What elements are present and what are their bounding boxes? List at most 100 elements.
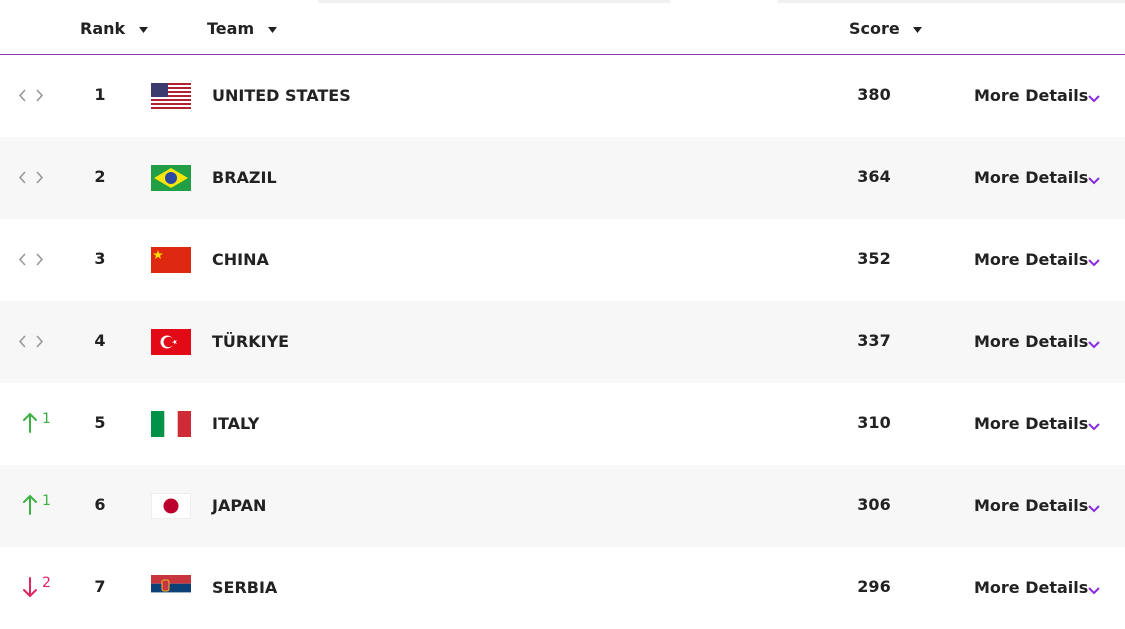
team-name: UNITED STATES: [212, 86, 351, 105]
team-name: SERBIA: [212, 578, 278, 597]
flag-image: [151, 83, 191, 109]
more-details[interactable]: More Details: [974, 85, 1100, 107]
expand-icon: [1087, 416, 1101, 438]
details-label: More Details: [974, 168, 1089, 187]
more-details[interactable]: More Details: [974, 495, 1100, 517]
no-change-icon: [18, 170, 44, 190]
score-header[interactable]: Score: [849, 18, 923, 40]
trend-arrow: [22, 411, 38, 439]
flag-image: [151, 329, 191, 355]
expand-icon: [1087, 170, 1101, 192]
details-label: More Details: [974, 332, 1089, 351]
flag: [151, 411, 191, 441]
table-row: 2 BRAZIL 364 More Details: [0, 137, 1125, 219]
score: 310: [857, 413, 891, 432]
team-name: ITALY: [212, 414, 260, 433]
more-details[interactable]: More Details: [974, 577, 1100, 599]
trend-change: 1: [42, 493, 51, 509]
no-change-icon: [18, 88, 44, 108]
expand-icon: [1087, 498, 1101, 520]
chevron-down: [1088, 587, 1100, 595]
team-name: JAPAN: [212, 496, 267, 515]
trend-arrow: [22, 493, 38, 521]
flag-image: [151, 575, 191, 601]
chevrons: [18, 335, 44, 348]
header-label: Rank: [80, 19, 126, 38]
rank: 7: [94, 577, 106, 596]
no-change-icon: [18, 334, 44, 354]
team-name: BRAZIL: [212, 168, 277, 187]
trend-change: 1: [42, 411, 51, 427]
arrow-icon: [23, 494, 37, 515]
table-header: Rank Team Score: [0, 0, 1125, 55]
rank: 2: [94, 167, 106, 186]
flag: [151, 247, 191, 277]
rank: 5: [94, 413, 106, 432]
flag: [151, 493, 191, 523]
expand-icon: [1087, 252, 1101, 274]
more-details[interactable]: More Details: [974, 413, 1100, 435]
chevrons: [18, 171, 44, 184]
flag-image: [151, 247, 191, 273]
table-row: 4 TÜRKIYE 337 More Details: [0, 301, 1125, 383]
expand-icon: [1087, 580, 1101, 602]
chevrons: [18, 89, 44, 102]
table-row: 1 6 JAPAN 306 More Details: [0, 465, 1125, 547]
chevron-down: [1088, 505, 1100, 513]
score: 337: [857, 331, 891, 350]
score: 380: [857, 85, 891, 104]
arrow-icon: [23, 412, 37, 433]
flag: [151, 165, 191, 195]
flag: [151, 83, 191, 113]
details-label: More Details: [974, 86, 1089, 105]
team-name: TÜRKIYE: [212, 332, 290, 351]
trend-change: 2: [42, 575, 51, 591]
arrow-icon: [23, 577, 37, 598]
flag: [151, 575, 191, 605]
team-header[interactable]: Team: [207, 18, 278, 40]
rank-header[interactable]: Rank: [80, 18, 149, 40]
rank: 6: [94, 495, 106, 514]
details-label: More Details: [974, 250, 1089, 269]
table-row: 1 5 ITALY 310 More Details: [0, 383, 1125, 465]
score: 352: [857, 249, 891, 268]
details-label: More Details: [974, 578, 1089, 597]
more-details[interactable]: More Details: [974, 331, 1100, 353]
chevron-down: [1088, 341, 1100, 349]
chevrons: [18, 253, 44, 266]
sort-icon: [913, 27, 923, 33]
chevron-down: [1088, 95, 1100, 103]
table-row: 3 CHINA 352 More Details: [0, 219, 1125, 301]
score: 296: [857, 577, 891, 596]
flag-image: [151, 493, 191, 519]
header-label: Team: [207, 19, 255, 38]
flag: [151, 329, 191, 359]
sort-icon: [138, 27, 148, 33]
score: 306: [857, 495, 891, 514]
no-change-icon: [18, 252, 44, 272]
table-row: 2 7 SERBIA 296 More Details: [0, 547, 1125, 629]
header-label: Score: [849, 19, 900, 38]
sort-icon: [267, 27, 277, 33]
top-tab: [318, 0, 670, 3]
more-details[interactable]: More Details: [974, 167, 1100, 189]
expand-icon: [1087, 88, 1101, 110]
trend-arrow: [22, 575, 38, 603]
score: 364: [857, 167, 891, 186]
team-name: CHINA: [212, 250, 269, 269]
table-row: 1 UNITED STATES 380 More Details: [0, 55, 1125, 137]
flag-image: [151, 165, 191, 191]
details-label: More Details: [974, 414, 1089, 433]
more-details[interactable]: More Details: [974, 249, 1100, 271]
rank: 1: [94, 85, 106, 104]
top-tab: [778, 0, 1125, 3]
details-label: More Details: [974, 496, 1089, 515]
flag-image: [151, 411, 191, 437]
chevron-down: [1088, 259, 1100, 267]
chevron-down: [1088, 423, 1100, 431]
rank: 3: [94, 249, 106, 268]
chevron-down: [1088, 177, 1100, 185]
rank: 4: [94, 331, 106, 350]
expand-icon: [1087, 334, 1101, 356]
